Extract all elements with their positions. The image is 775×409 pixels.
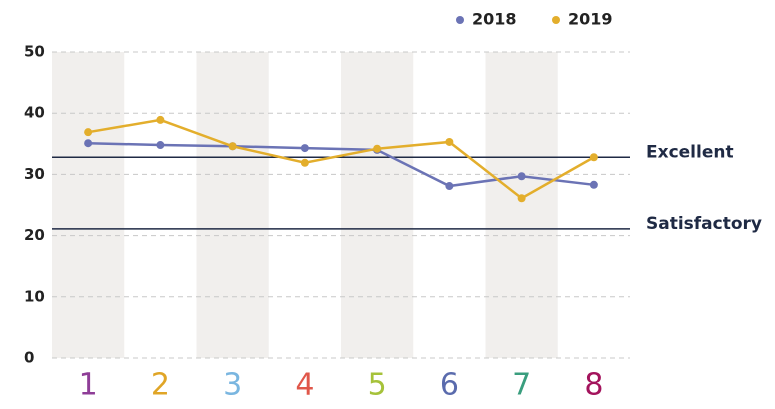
x-tick-label: 4 — [295, 368, 314, 403]
point — [517, 194, 526, 203]
reference-label: Satisfactory — [646, 214, 762, 234]
band — [196, 52, 269, 358]
point — [84, 128, 93, 137]
point — [156, 141, 165, 150]
point — [373, 144, 382, 153]
series-line — [87, 118, 595, 200]
y-tick-label: 50 — [24, 43, 45, 61]
x-tick-label: 7 — [512, 368, 531, 403]
point — [445, 182, 454, 191]
x-tick-label: 5 — [368, 368, 387, 403]
point — [589, 153, 598, 162]
x-tick-label: 3 — [223, 368, 242, 403]
y-tick-label: 10 — [24, 287, 45, 305]
x-tick-label: 2 — [151, 368, 170, 403]
legend-marker — [456, 16, 464, 24]
y-tick-label: 20 — [24, 226, 45, 244]
point — [589, 180, 598, 189]
band — [341, 52, 414, 358]
reference-label: Excellent — [646, 142, 734, 162]
point — [156, 115, 165, 124]
band — [52, 52, 125, 358]
legend-label: 2019 — [568, 10, 613, 29]
y-tick-label: 40 — [24, 104, 45, 122]
legend-marker — [552, 16, 560, 24]
point — [300, 144, 309, 153]
point — [300, 158, 309, 167]
y-tick-label: 30 — [24, 165, 45, 183]
point — [84, 139, 93, 148]
y-tick-label: 0 — [24, 349, 34, 367]
series-line — [88, 141, 595, 188]
x-tick-label: 6 — [440, 368, 459, 403]
point — [445, 137, 454, 146]
point — [228, 142, 237, 151]
x-tick-label: 1 — [79, 368, 98, 403]
x-tick-label: 8 — [584, 368, 603, 403]
legend-label: 2018 — [472, 10, 517, 29]
point — [517, 172, 526, 181]
band — [485, 52, 558, 358]
